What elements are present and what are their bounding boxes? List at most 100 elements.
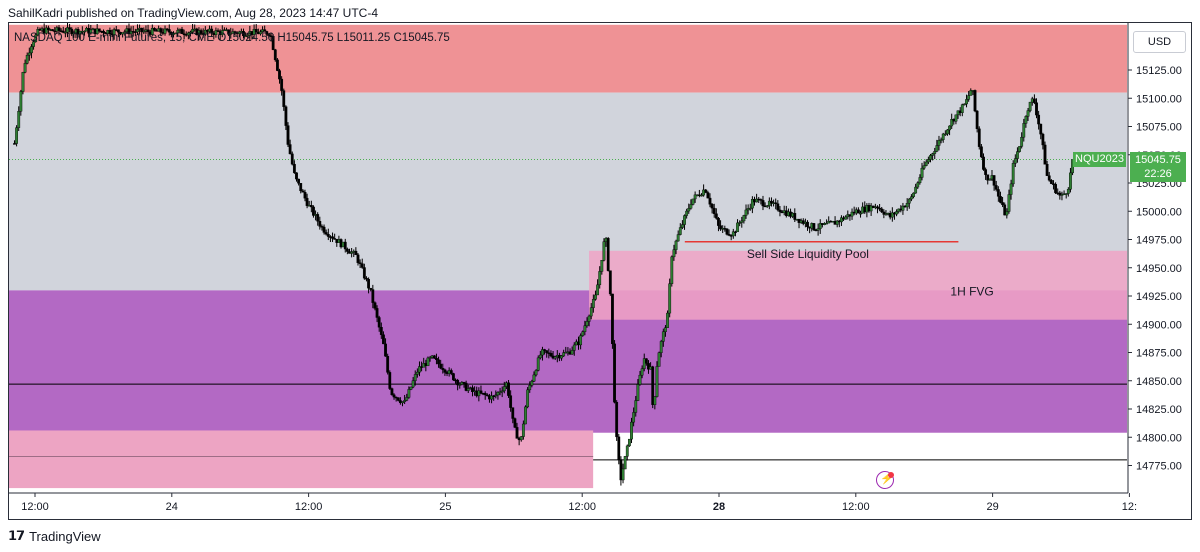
candle: [371, 284, 375, 309]
candle: [428, 355, 432, 362]
candle-body: [345, 248, 349, 252]
candle-body: [642, 358, 646, 369]
candle-body: [717, 218, 720, 226]
candle: [685, 208, 689, 219]
candle: [34, 33, 38, 43]
candle: [1018, 146, 1021, 153]
candle-body: [731, 231, 735, 237]
candle: [1054, 182, 1057, 194]
candle: [390, 387, 394, 396]
candle: [570, 346, 574, 355]
candle: [744, 204, 748, 219]
candle-body: [371, 289, 375, 303]
candle: [994, 180, 998, 192]
candle-body: [203, 29, 207, 35]
candle-body: [392, 394, 396, 398]
candle: [681, 220, 684, 230]
candle-body: [388, 372, 392, 389]
candle: [301, 189, 305, 193]
candle: [776, 200, 780, 212]
candle: [954, 114, 958, 125]
candle: [878, 204, 882, 212]
candle-body: [532, 374, 536, 382]
candle: [963, 103, 966, 106]
candle: [890, 207, 894, 222]
candle-body: [458, 384, 462, 386]
candle-body: [490, 395, 493, 400]
candle: [655, 361, 659, 398]
candle-body: [755, 198, 759, 203]
candle: [912, 192, 915, 199]
candle-body: [759, 199, 763, 201]
candle-body: [350, 251, 354, 254]
candle: [793, 208, 797, 222]
candle-body: [999, 196, 1002, 203]
candle-body: [441, 368, 445, 370]
candle: [462, 381, 466, 388]
candle-body: [477, 390, 481, 397]
currency-button[interactable]: USD: [1133, 31, 1186, 53]
candle: [812, 223, 816, 231]
y-tick-label: 14850.00: [1136, 376, 1182, 388]
candle: [297, 178, 301, 186]
candle: [969, 88, 973, 96]
candle: [1043, 141, 1047, 165]
candle-body: [687, 208, 691, 212]
candlestick-chart[interactable]: Sell Side Liquidity Pool 1H FVG 15125.00 1…: [9, 23, 1191, 519]
candle: [621, 463, 625, 484]
candle-body: [589, 307, 593, 317]
time-axis: [9, 493, 1191, 519]
candle-body: [596, 284, 599, 296]
candle: [186, 31, 190, 40]
candle-body: [140, 27, 144, 33]
candle-body: [812, 223, 816, 231]
candle: [227, 29, 231, 37]
candle: [418, 361, 421, 377]
candle: [638, 370, 642, 386]
candle: [464, 380, 468, 392]
candle-body: [129, 31, 133, 35]
candle: [358, 259, 362, 269]
candle: [750, 196, 754, 214]
candle: [116, 29, 120, 38]
candle-body: [375, 308, 379, 318]
candle: [242, 28, 245, 39]
candle-body: [53, 30, 57, 33]
tradingview-brand[interactable]: 𝟭𝟳 TradingView: [8, 528, 101, 544]
annotation-sell-side-liquidity: Sell Side Liquidity Pool: [747, 247, 869, 261]
candle-body: [509, 395, 513, 408]
y-tick-label: 14975.00: [1136, 235, 1182, 247]
candle: [984, 167, 988, 180]
candle: [691, 198, 695, 206]
candle: [61, 26, 65, 34]
candle: [738, 220, 742, 227]
candle-body: [456, 379, 460, 386]
candle: [600, 260, 604, 275]
candle-body: [585, 321, 589, 326]
candle: [377, 315, 381, 332]
candle-body: [271, 36, 275, 50]
candle-body: [761, 200, 765, 207]
candle: [778, 206, 782, 217]
candle: [876, 205, 879, 214]
brand-label: TradingView: [29, 528, 101, 544]
candle-body: [541, 349, 544, 356]
candle-body: [583, 325, 587, 332]
candle: [1047, 171, 1051, 182]
candle-body: [309, 205, 313, 208]
candle-body: [324, 232, 328, 235]
candle: [674, 239, 678, 255]
publish-attribution: SahilKadri published on TradingView.com,…: [8, 6, 379, 20]
candle: [95, 24, 99, 35]
candle-body: [996, 189, 1000, 197]
candle: [36, 26, 40, 37]
candle-body: [51, 29, 55, 32]
candle-body: [159, 28, 163, 33]
price-axis: [1128, 23, 1191, 519]
y-tick-label: 14775.00: [1136, 461, 1182, 473]
candle: [292, 160, 296, 174]
candle-body: [66, 27, 69, 33]
candle-body: [825, 222, 828, 225]
candle: [668, 278, 672, 318]
candle-body: [95, 28, 99, 35]
